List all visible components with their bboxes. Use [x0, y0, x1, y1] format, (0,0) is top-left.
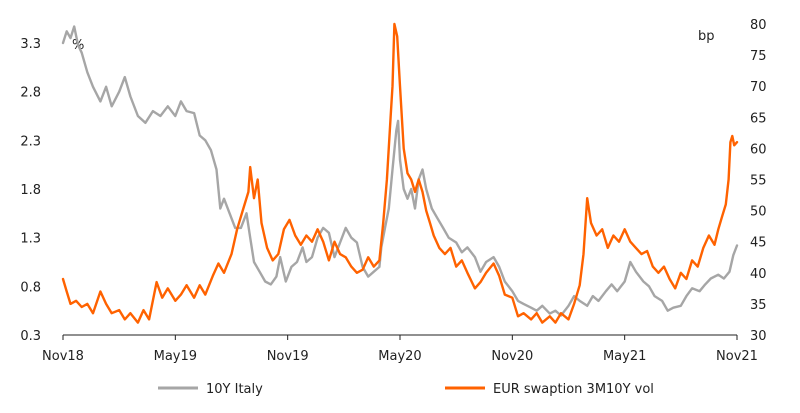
left-axis-tick-label: 3.3 [20, 37, 41, 52]
x-axis-tick-label: Nov21 [716, 349, 758, 364]
series-line-italy-10y [61, 25, 739, 317]
right-axis-ticks: 80 75 70 65 60 55 50 45 40 35 30 [750, 18, 767, 344]
x-axis-tick-label: May20 [378, 349, 421, 364]
right-axis-tick-label: 80 [750, 18, 767, 33]
x-axis-tick-label: Nov18 [42, 349, 84, 364]
right-axis-tick-label: 60 [750, 142, 767, 157]
left-axis-tick-label: 1.3 [20, 232, 41, 247]
legend-label: EUR swaption 3M10Y vol [493, 382, 654, 397]
legend: 10Y Italy EUR swaption 3M10Y vol [158, 382, 654, 397]
x-axis-ticks: Nov18 May19 Nov19 May20 Nov20 May21 Nov21 [42, 335, 758, 364]
left-axis-tick-label: 2.3 [20, 134, 41, 149]
x-axis-tick-label: May21 [603, 349, 646, 364]
x-axis-tick-label: Nov20 [491, 349, 533, 364]
left-axis-tick-label: 0.3 [20, 329, 41, 344]
legend-label: 10Y Italy [206, 382, 263, 397]
left-axis-tick-label: 0.8 [20, 280, 41, 295]
right-axis-tick-label: 55 [750, 174, 767, 189]
x-axis-tick-label: May19 [154, 349, 197, 364]
right-axis-unit-label: bp [698, 29, 715, 44]
left-axis-tick-label: 2.8 [20, 86, 41, 101]
left-axis-ticks: 3.3 2.8 2.3 1.8 1.3 0.8 0.3 [20, 37, 41, 344]
right-axis-tick-label: 45 [750, 236, 767, 251]
right-axis-tick-label: 75 [750, 49, 767, 64]
right-axis-tick-label: 40 [750, 267, 767, 282]
series-line-eur-swaption-vol [61, 22, 739, 324]
right-axis-tick-label: 35 [750, 298, 767, 313]
right-axis-tick-label: 50 [750, 205, 767, 220]
right-axis-tick-label: 70 [750, 80, 767, 95]
right-axis-tick-label: 30 [750, 329, 767, 344]
x-axis-tick-label: Nov19 [267, 349, 309, 364]
right-axis-tick-label: 65 [750, 111, 767, 126]
plot-area [61, 22, 739, 324]
left-axis-tick-label: 1.8 [20, 183, 41, 198]
